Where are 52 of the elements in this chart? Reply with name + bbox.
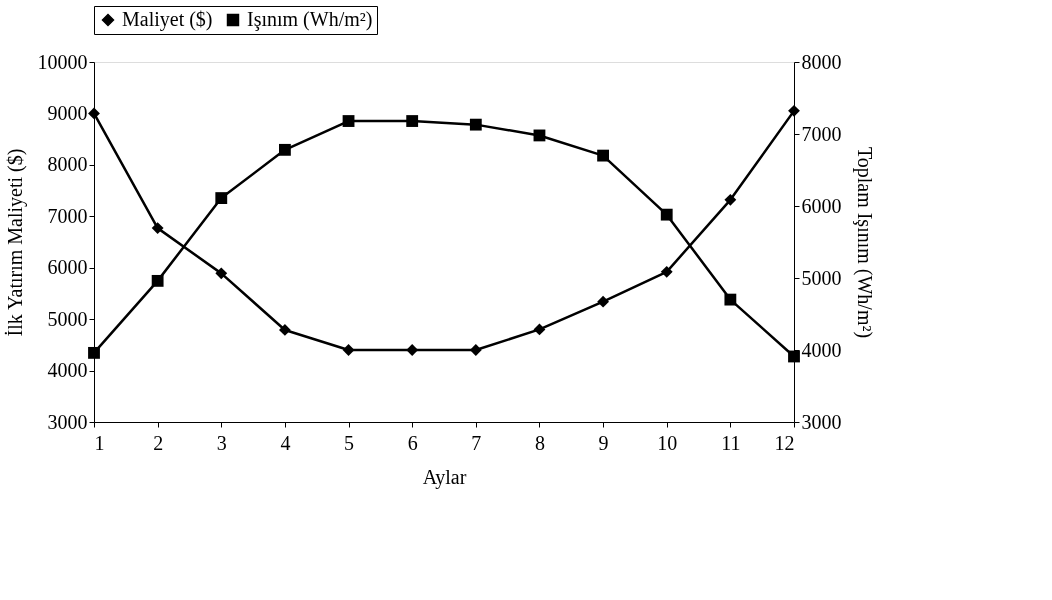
y2-tick-label: 5000 — [801, 266, 842, 289]
y2-tick-label: 3000 — [801, 410, 842, 433]
x-tick-label: 3 — [216, 431, 227, 454]
point — [660, 208, 673, 221]
point — [342, 115, 355, 127]
point — [215, 267, 228, 280]
point — [533, 323, 546, 336]
x-tick-label: 12 — [774, 431, 795, 454]
y-tick-label: 6000 — [47, 256, 88, 279]
y2-tick-label: 7000 — [801, 122, 842, 145]
point — [278, 324, 291, 336]
y-axis-title: İlk Yatırım Maliyeti ($) — [3, 148, 27, 337]
point — [278, 143, 291, 156]
legend-label: Maliyet ($) — [122, 8, 213, 31]
y-tick-label: 3000 — [47, 410, 88, 433]
point — [469, 118, 482, 131]
point — [597, 149, 610, 162]
legend-label: Işınım (Wh/m²) — [247, 8, 373, 31]
x-tick-label: 8 — [534, 431, 545, 454]
point — [151, 222, 164, 235]
point — [88, 107, 100, 120]
y2-tick-label: 6000 — [801, 194, 842, 217]
point — [660, 265, 673, 278]
x-tick-label: 2 — [153, 431, 164, 454]
point — [215, 192, 228, 204]
point — [724, 293, 737, 306]
point — [724, 193, 737, 206]
y2-axis-title: Toplam Işınım (Wh/m²) — [852, 146, 876, 339]
x-tick-label: 1 — [94, 431, 105, 454]
x-tick-label: 7 — [471, 431, 482, 454]
x-tick-label: 6 — [407, 431, 418, 454]
x-tick-label: 4 — [280, 431, 291, 454]
x-tick-label: 11 — [721, 431, 741, 454]
y-tick-label: 8000 — [47, 153, 88, 176]
point — [88, 346, 100, 359]
point — [151, 274, 164, 287]
x-axis-title: Aylar — [422, 465, 467, 489]
x-tick-label: 9 — [598, 431, 609, 454]
point — [788, 350, 800, 363]
x-tick-label: 10 — [657, 431, 678, 454]
y-tick-label: 9000 — [47, 101, 88, 124]
y-tick-label: 10000 — [37, 50, 88, 73]
y-tick-label: 4000 — [47, 359, 88, 382]
point — [342, 344, 355, 356]
x-tick-label: 5 — [344, 431, 355, 454]
y2-tick-label: 4000 — [801, 338, 842, 361]
y-tick-label: 5000 — [47, 307, 88, 330]
point — [597, 295, 610, 308]
y-tick-label: 7000 — [47, 204, 88, 227]
point — [406, 115, 419, 127]
y2-tick-label: 8000 — [801, 50, 842, 73]
point — [788, 104, 800, 117]
